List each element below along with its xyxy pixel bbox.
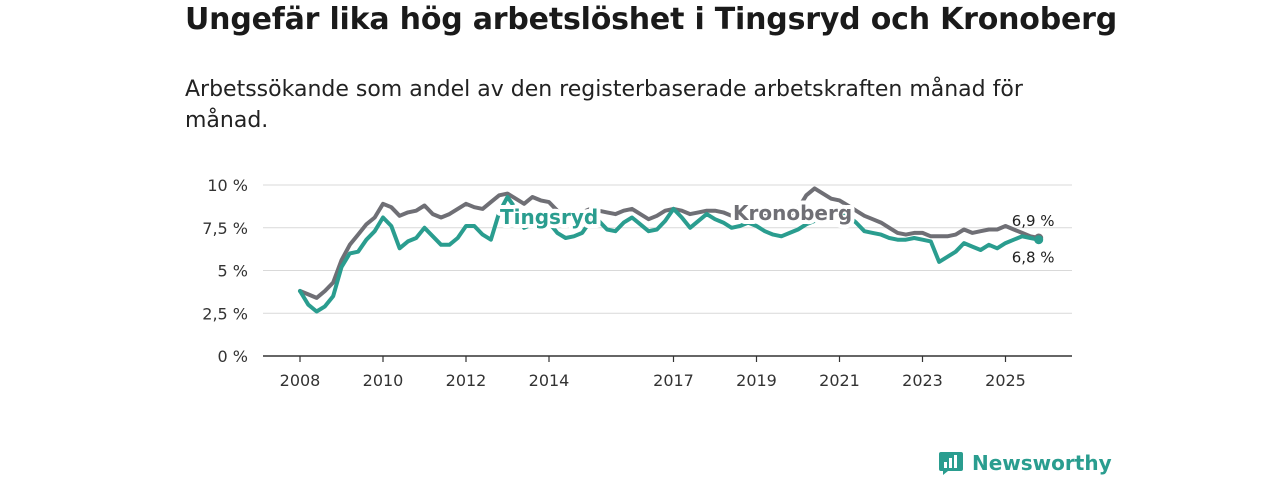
brand-name: Newsworthy bbox=[972, 451, 1112, 475]
series-labels: 6,9 % 6,8 % Tingsryd Kronoberg bbox=[496, 197, 1055, 267]
end-label-kronoberg: 6,9 % bbox=[1012, 212, 1055, 230]
chart-title: Ungefär lika hög arbetslöshet i Tingsryd… bbox=[185, 2, 1118, 37]
x-tick-label: 2014 bbox=[529, 371, 570, 390]
x-tick-label: 2010 bbox=[363, 371, 404, 390]
inline-label-tingsryd: Tingsryd bbox=[500, 205, 598, 229]
series-line-kronoberg bbox=[298, 186, 1041, 300]
y-tick-label: 5 % bbox=[218, 262, 248, 281]
x-tick-label: 2025 bbox=[985, 371, 1026, 390]
series-line-tingsryd bbox=[298, 195, 1041, 314]
inline-label-kronoberg: Kronoberg bbox=[733, 201, 852, 225]
x-tick-label: 2008 bbox=[280, 371, 321, 390]
axes: 0 % 2,5 % 5 % 7,5 % 10 % 2008 2010 2012 2014 2017… bbox=[202, 176, 1072, 390]
newsworthy-logo: Newsworthy bbox=[938, 450, 1112, 476]
chart-subtitle: Arbetssökande som andel av den registerb… bbox=[185, 77, 1023, 133]
y-tick-label: 10 % bbox=[207, 176, 248, 195]
x-tick-label: 2021 bbox=[819, 371, 860, 390]
x-tick-label: 2012 bbox=[446, 371, 487, 390]
y-tick-label: 2,5 % bbox=[202, 304, 248, 323]
series-lines bbox=[298, 186, 1044, 314]
end-point-tingsryd bbox=[1034, 235, 1044, 245]
x-tick-label: 2017 bbox=[653, 371, 694, 390]
y-tick-label: 0 % bbox=[218, 347, 248, 366]
y-tick-label: 7,5 % bbox=[202, 219, 248, 238]
grid-lines bbox=[263, 184, 1072, 314]
x-tick-label: 2019 bbox=[736, 371, 777, 390]
newsworthy-logo-icon bbox=[939, 452, 963, 475]
x-tick-label: 2023 bbox=[902, 371, 943, 390]
end-label-tingsryd: 6,8 % bbox=[1012, 249, 1055, 267]
